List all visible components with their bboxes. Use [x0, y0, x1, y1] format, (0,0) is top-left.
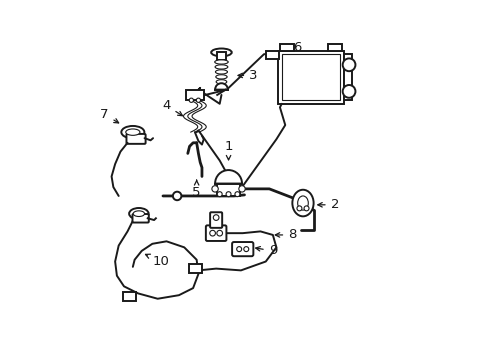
Text: 4: 4	[162, 99, 182, 116]
Circle shape	[196, 98, 200, 102]
Circle shape	[304, 206, 308, 211]
Circle shape	[189, 98, 193, 102]
Circle shape	[225, 192, 230, 197]
Text: 7: 7	[100, 108, 119, 123]
Ellipse shape	[211, 49, 231, 56]
Ellipse shape	[216, 80, 226, 84]
Bar	[279, 44, 293, 51]
Bar	[281, 54, 340, 100]
Ellipse shape	[215, 75, 226, 79]
FancyBboxPatch shape	[205, 225, 226, 241]
Circle shape	[238, 186, 244, 192]
Circle shape	[234, 192, 240, 197]
Circle shape	[342, 85, 355, 98]
Circle shape	[173, 192, 181, 200]
Ellipse shape	[133, 211, 144, 216]
Text: 1: 1	[224, 140, 232, 160]
Circle shape	[296, 206, 301, 211]
Ellipse shape	[215, 65, 227, 69]
Bar	[265, 51, 279, 59]
FancyBboxPatch shape	[185, 90, 203, 100]
Ellipse shape	[129, 208, 148, 219]
FancyBboxPatch shape	[132, 214, 148, 222]
Circle shape	[342, 58, 355, 71]
Ellipse shape	[121, 126, 144, 138]
Bar	[343, 54, 351, 100]
Text: 10: 10	[145, 254, 169, 268]
Text: 3: 3	[238, 69, 257, 82]
Text: 2: 2	[317, 198, 339, 211]
FancyBboxPatch shape	[217, 53, 225, 60]
FancyBboxPatch shape	[189, 264, 202, 273]
Bar	[327, 44, 341, 51]
Text: 5: 5	[192, 180, 201, 199]
FancyBboxPatch shape	[210, 212, 222, 228]
Circle shape	[244, 247, 248, 252]
Bar	[278, 51, 343, 104]
Ellipse shape	[214, 60, 228, 64]
Circle shape	[217, 192, 222, 197]
Text: 9: 9	[255, 244, 277, 257]
Ellipse shape	[215, 70, 227, 74]
Ellipse shape	[125, 129, 140, 135]
FancyBboxPatch shape	[232, 242, 253, 256]
FancyBboxPatch shape	[126, 134, 145, 144]
Circle shape	[216, 230, 222, 236]
Text: 8: 8	[275, 229, 296, 242]
Text: 6: 6	[293, 41, 301, 54]
Wedge shape	[215, 170, 242, 184]
Circle shape	[209, 230, 215, 236]
FancyBboxPatch shape	[122, 292, 136, 301]
Wedge shape	[215, 83, 227, 90]
Ellipse shape	[292, 190, 313, 216]
Circle shape	[236, 247, 241, 252]
Bar	[217, 184, 240, 196]
Circle shape	[211, 186, 218, 192]
Circle shape	[213, 215, 219, 220]
Ellipse shape	[297, 196, 307, 210]
